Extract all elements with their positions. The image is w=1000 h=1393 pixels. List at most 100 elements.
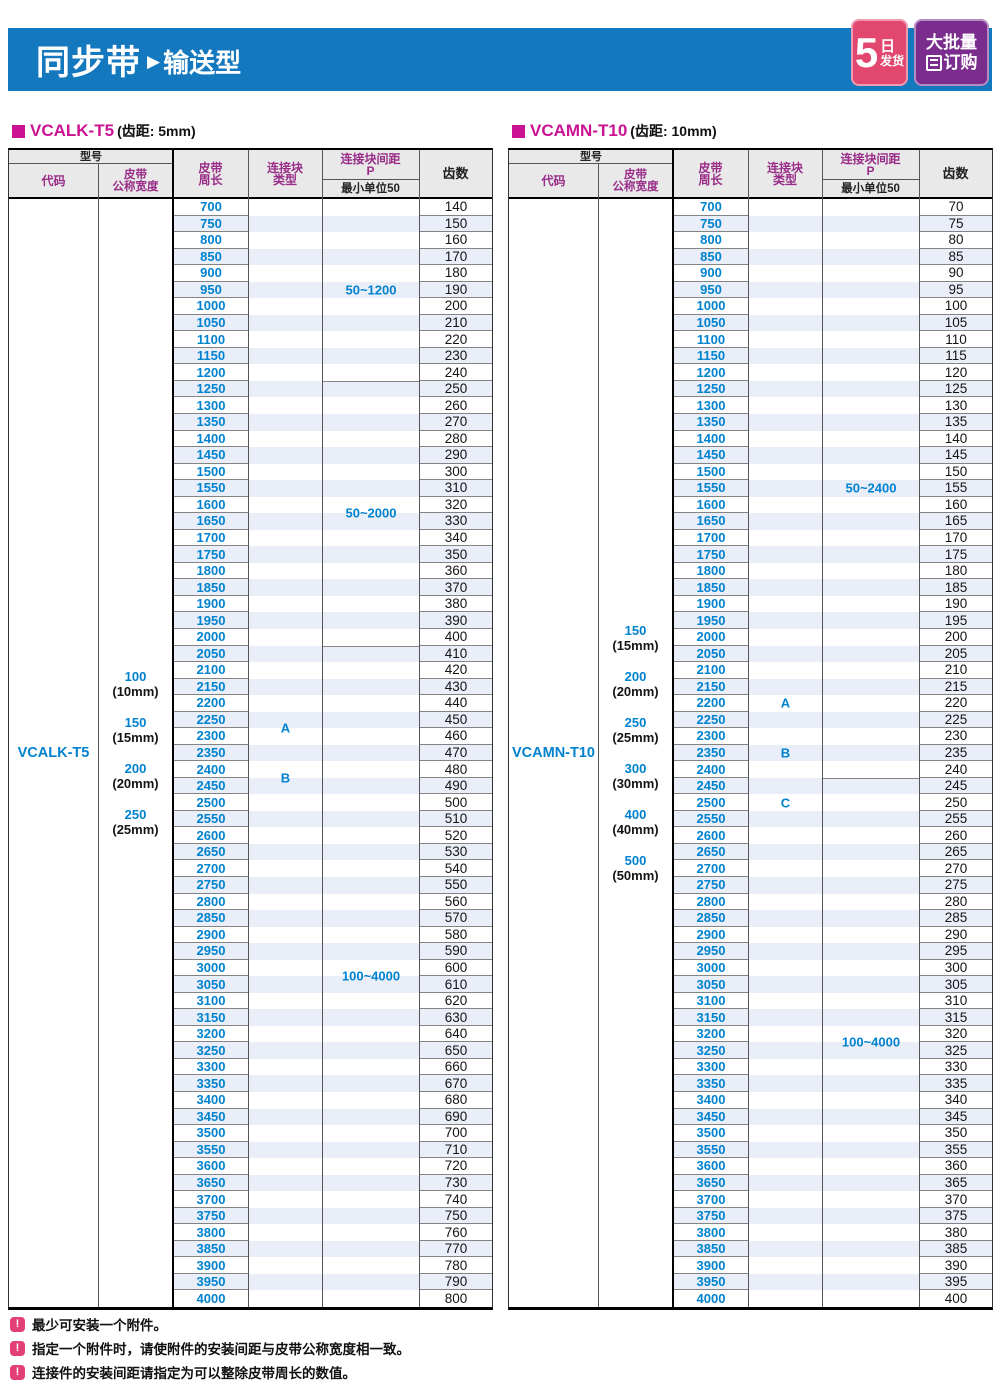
belt-width-entry: 200 (20mm) [112,761,159,791]
stripe-row [323,827,419,844]
teeth-count-cell: 230 [920,728,992,745]
teeth-count-cell: 210 [920,662,992,679]
belt-length-cell: 4000 [696,1291,726,1307]
stripe-row [823,1257,919,1274]
belt-length-cell: 3850 [674,1240,748,1258]
model-name: VCAMN-T10 [530,121,628,140]
belt-length-cell: 3950 [174,1273,248,1291]
teeth-count-cell: 610 [420,976,492,993]
stripe-row [749,711,822,729]
stripe-row [749,927,822,944]
stripe-row [249,546,322,563]
teeth-count-cell: 85 [920,248,992,266]
stripe-row [823,1158,919,1175]
code-column: VCAMN-T10 [509,199,598,1307]
belt-length-cell: 2050 [674,645,748,663]
stripe-row [249,943,322,960]
belt-length-cell: 1950 [174,612,248,629]
stripe-row [323,513,419,530]
belt-length-cell: 1650 [674,513,748,530]
teeth-count-cell: 150 [420,215,492,233]
stripe-row [249,447,322,464]
stripe-row [249,431,322,448]
teeth-count-cell: 730 [420,1174,492,1192]
stripe-row [823,1092,919,1109]
belt-length-cell: 3250 [174,1042,248,1059]
teeth-count-cell: 410 [420,645,492,663]
stripe-row [323,215,419,233]
belt-width-entry: 250 (25mm) [612,715,659,745]
belt-length-cell: 2800 [174,894,248,911]
stripe-row [749,1224,822,1241]
belt-length-cell: 2650 [174,843,248,861]
stripe-row [823,248,919,266]
teeth-count-cell: 440 [420,695,492,712]
belt-length-cell: 2200 [174,695,248,712]
stripe-row [323,480,419,497]
header-block-pitch-p: 连接块间距 P [822,150,919,180]
stripe-row [749,546,822,563]
stripe-row [323,976,419,993]
teeth-count-cell: 260 [920,827,992,844]
warning-icon [10,1340,25,1356]
belt-length-cell: 2450 [174,777,248,795]
stripe-row [323,447,419,464]
divider [248,150,249,1307]
stripe-row [823,380,919,398]
stripe-row [249,347,322,365]
stripe-row [249,645,322,663]
teeth-count-cell: 385 [920,1240,992,1258]
teeth-count-cell: 80 [920,232,992,249]
stripe-row [249,413,322,431]
belt-length-cell: 1400 [174,431,248,448]
block-type-label: B [780,745,791,761]
teeth-count-cell: 170 [920,530,992,547]
section-divider [823,777,919,779]
header-min-unit: 最小单位50 [841,182,900,195]
header-teeth-count: 齿数 [942,165,969,181]
stripe-row [823,761,919,778]
belt-width-entry: 200 (20mm) [612,669,659,699]
teeth-count-cell: 210 [420,314,492,332]
belt-length-cell: 2900 [174,927,248,944]
stripe-row [323,1207,419,1225]
page-title-main: 同步带 [36,44,141,82]
stripe-row [749,248,822,266]
teeth-count-cell: 360 [420,563,492,580]
teeth-count-cell: 195 [920,612,992,629]
stripe-row [323,645,419,663]
belt-length-cell: 1150 [174,347,248,365]
footnote: 指定一个附件时，请使附件的安装间距与皮带公称宽度相一致。 [10,1336,410,1360]
stripe-row [749,1158,822,1175]
warning-icon [10,1316,25,1332]
stripe-row [749,1075,822,1092]
stripe-row [823,331,919,348]
stripe-row [749,1125,822,1142]
stripe-row [323,413,419,431]
belt-length-cell: 3750 [674,1207,748,1225]
badge-bulk-line2: 订购 [943,52,978,72]
belt-length-cell: 3000 [674,960,748,977]
memo-icon [925,54,942,71]
belt-length-cell: 2850 [174,910,248,927]
stripe-row [823,629,919,646]
header-belt-length: 皮带 周长 [698,160,723,187]
stripe-row [823,728,919,745]
teeth-count-cell: 250 [420,380,492,398]
stripe-row [749,827,822,844]
block-type-label: A [280,720,291,736]
stripe-row [823,513,919,530]
teeth-count-cell: 660 [420,1059,492,1076]
teeth-count-cell: 560 [420,894,492,911]
teeth-count-cell: 720 [420,1158,492,1175]
belt-length-cell: 3450 [674,1108,748,1126]
teeth-count-cell: 340 [920,1092,992,1109]
stripe-row [249,1207,322,1225]
stripe-row [749,810,822,828]
stripe-row [323,1075,419,1092]
belt-length-cell: 1950 [674,612,748,629]
teeth-count-cell: 640 [420,1026,492,1043]
stripe-row [823,612,919,629]
stripe-row [749,199,822,216]
